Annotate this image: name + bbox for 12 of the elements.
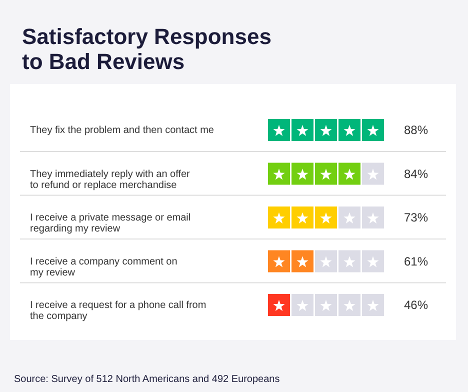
category-label: I receive a private message or email regarding my review [30,212,191,234]
source-note: Source: Survey of 512 North Americans and 492 Europeans [14,374,280,385]
category-label: I receive a company comment on my review [30,256,178,278]
category-label: They fix the problem and then contact me [30,125,214,136]
data-label: 46% [404,298,428,312]
category-label: They immediately reply with an offer to refund or replace merchandise [30,168,191,191]
category-label: I receive a request for a phone call from the company [30,300,206,322]
data-label: 84% [404,166,428,181]
data-label: 61% [404,254,428,268]
data-label: 73% [404,210,428,224]
text: Satisfactory Responses to Bad Reviews [22,24,272,74]
data-label: 88% [404,123,428,137]
